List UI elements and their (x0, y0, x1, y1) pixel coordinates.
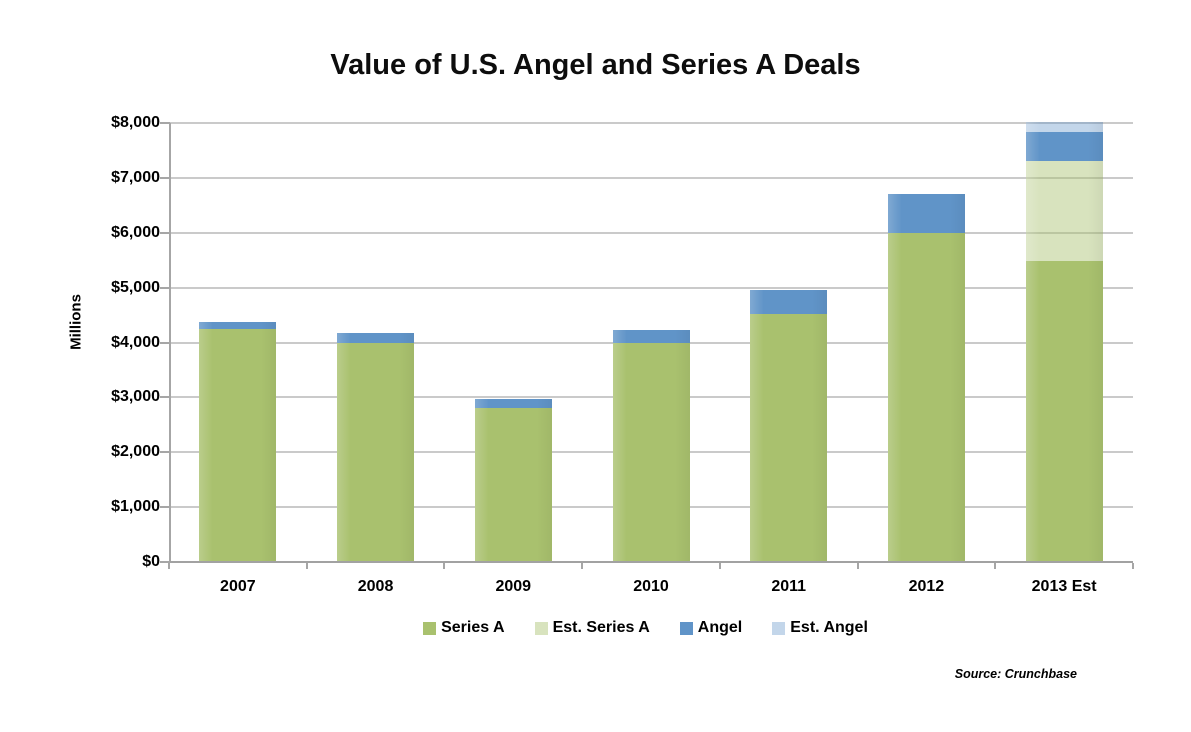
bar-segment-angel (612, 329, 690, 343)
bar-segment-series-a (337, 342, 415, 561)
x-category-label: 2008 (357, 578, 394, 595)
x-category-label: 2010 (633, 578, 669, 595)
y-axis-tick (160, 451, 170, 454)
bar-2013-est (1025, 122, 1103, 561)
legend-label: Est. Series A (552, 619, 650, 636)
y-axis-tick (160, 561, 170, 563)
legend-swatch (772, 621, 786, 635)
bar-segment-series-a (1025, 260, 1103, 561)
y-tick-label: $6,000 (111, 223, 160, 241)
x-axis-tick (168, 563, 170, 569)
y-axis-tick (160, 231, 170, 234)
bar-segment-est-series-a (1025, 160, 1103, 261)
legend-item: Angel (679, 619, 743, 637)
bar-segment-angel (1025, 132, 1103, 161)
gridline (169, 122, 1133, 124)
legend-item: Est. Series A (534, 619, 650, 637)
bar-2011 (750, 289, 828, 561)
x-axis-line (168, 561, 1133, 563)
x-category-label: 2009 (495, 578, 532, 595)
y-tick-label: $8,000 (111, 114, 160, 131)
plot-area (160, 122, 1134, 569)
bar-segment-angel (337, 333, 415, 343)
bar-segment-angel (199, 321, 277, 330)
x-axis-tick (718, 563, 721, 569)
x-axis-tick (443, 563, 446, 569)
bar-segment-series-a (474, 408, 552, 561)
bar-segment-series-a (199, 329, 277, 561)
legend-label: Angel (697, 619, 743, 636)
bar-segment-series-a (887, 233, 965, 561)
x-axis-tick (994, 563, 997, 569)
y-axis-line (169, 123, 171, 562)
bar-segment-angel (750, 289, 828, 315)
gridline (169, 176, 1133, 179)
bar-segment-series-a (612, 342, 690, 561)
legend-swatch (679, 621, 693, 635)
y-tick-label: $3,000 (111, 388, 160, 406)
x-category-label: 2012 (908, 578, 945, 595)
bar-segment-angel (887, 193, 965, 234)
legend-label: Est. Angel (790, 619, 868, 636)
legend-item: Est. Angel (772, 619, 868, 637)
bar-segment-series-a (750, 314, 828, 561)
y-axis-tick (160, 176, 170, 179)
legend-swatch (534, 621, 548, 635)
y-tick-label: $4,000 (111, 333, 160, 351)
y-axis-tick (160, 396, 170, 399)
legend-swatch (423, 621, 437, 635)
legend: Series A Est. Series A Angel Est. Angel (100, 619, 1191, 637)
x-category-label: 2013 Est (1031, 578, 1097, 595)
y-axis-tick (160, 506, 170, 509)
bar-2012 (887, 193, 965, 561)
gridline (169, 286, 1133, 289)
y-axis-tick (160, 286, 170, 289)
y-tick-label: $5,000 (111, 278, 160, 296)
legend-label: Series A (441, 619, 505, 636)
x-category-label: 2011 (771, 578, 807, 595)
bar-2009 (474, 398, 552, 561)
bar-2007 (199, 321, 277, 561)
bar-segment-angel (474, 398, 552, 409)
y-tick-label: $0 (142, 553, 160, 570)
source-note: Source: Crunchbase (954, 667, 1077, 681)
bar-2008 (337, 333, 415, 561)
bar-segment-est-angel (1025, 122, 1103, 133)
x-axis-tick (581, 563, 584, 569)
y-tick-label: $1,000 (111, 498, 160, 516)
y-tick-label: $7,000 (111, 168, 160, 186)
legend-item: Series A (423, 619, 505, 637)
x-axis-tick (305, 563, 308, 569)
y-axis-tick (160, 122, 170, 124)
x-axis-tick (856, 563, 859, 569)
chart-title: Value of U.S. Angel and Series A Deals (330, 49, 861, 81)
y-axis-tick (160, 341, 170, 344)
bar-2010 (612, 329, 690, 561)
y-tick-label: $2,000 (111, 443, 160, 461)
gridline (169, 231, 1133, 234)
x-category-label: 2007 (220, 578, 256, 595)
x-axis-tick (1132, 563, 1134, 569)
